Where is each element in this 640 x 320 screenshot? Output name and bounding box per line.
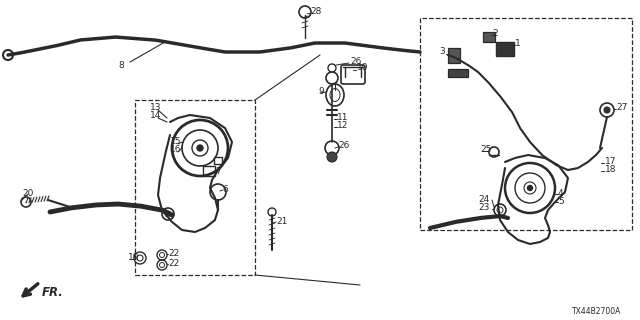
Text: 11: 11 [337, 114, 349, 123]
Text: 10: 10 [357, 63, 369, 73]
Text: 18: 18 [605, 165, 616, 174]
Text: 28: 28 [310, 7, 321, 17]
Text: 7: 7 [215, 167, 221, 177]
Text: 16: 16 [170, 146, 182, 155]
Bar [483, 32, 495, 42]
Text: 13: 13 [150, 103, 161, 113]
Circle shape [527, 186, 532, 190]
Text: 23: 23 [479, 204, 490, 212]
Text: 5: 5 [558, 196, 564, 205]
Bar [448, 48, 460, 63]
Text: 12: 12 [337, 122, 348, 131]
Text: 20: 20 [22, 188, 33, 197]
Text: 2: 2 [492, 29, 498, 38]
Bar [448, 69, 468, 77]
Bar [496, 42, 514, 56]
Text: 4: 4 [558, 188, 564, 197]
Bar [214, 157, 222, 164]
Bar [420, 18, 632, 230]
Text: 15: 15 [170, 138, 182, 147]
Text: 22: 22 [168, 259, 179, 268]
Text: 19: 19 [128, 253, 140, 262]
Text: 22: 22 [168, 249, 179, 258]
Text: TX44B2700A: TX44B2700A [572, 308, 621, 316]
Text: 26: 26 [350, 58, 362, 67]
Text: 25: 25 [480, 146, 492, 155]
Circle shape [604, 107, 610, 113]
Text: 3: 3 [439, 47, 445, 57]
Text: FR.: FR. [42, 285, 64, 299]
Text: 24: 24 [479, 195, 490, 204]
Circle shape [197, 145, 203, 151]
Text: 26: 26 [338, 141, 349, 150]
Text: 21: 21 [276, 218, 287, 227]
Text: 14: 14 [150, 111, 161, 121]
Circle shape [327, 152, 337, 162]
Text: 27: 27 [616, 103, 627, 113]
Text: 17: 17 [605, 157, 616, 166]
Text: 1: 1 [515, 39, 521, 49]
Text: 6: 6 [222, 186, 228, 195]
Text: 8: 8 [118, 61, 124, 70]
Circle shape [165, 211, 171, 217]
Text: 9: 9 [318, 87, 324, 97]
Bar [135, 100, 255, 275]
